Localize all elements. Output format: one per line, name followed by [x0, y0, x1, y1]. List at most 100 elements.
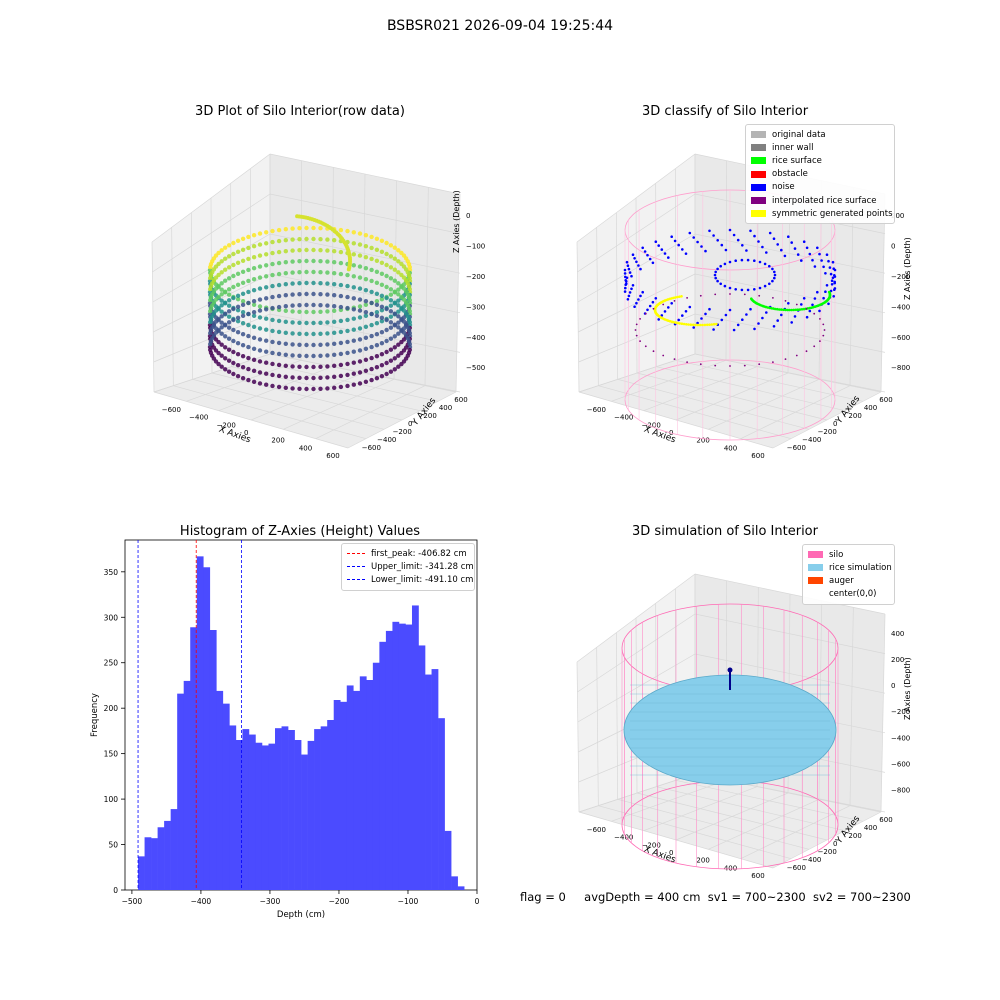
raw-point [297, 303, 302, 308]
center-marker [727, 667, 733, 673]
raw-point [246, 344, 251, 350]
noise-point [829, 289, 833, 293]
raw-point [363, 324, 369, 329]
interpolated-point [758, 363, 761, 366]
y-tick-label: 100 [104, 795, 119, 804]
raw-point [276, 249, 282, 255]
raw-point [345, 228, 350, 234]
raw-point [318, 375, 323, 380]
raw-point [219, 303, 224, 308]
z-tick-label: 0 [466, 212, 470, 220]
raw-point [407, 275, 412, 281]
raw-point [379, 319, 385, 324]
noise-point [625, 282, 628, 285]
raw-point [270, 239, 275, 245]
legend-label: first_peak: -406.82 cm [371, 548, 467, 559]
symmetric-point [682, 322, 686, 326]
raw-point [374, 280, 380, 285]
raw-point [369, 234, 374, 240]
raw-point [219, 292, 224, 297]
interpolated-point [673, 300, 676, 302]
raw-point [384, 371, 389, 377]
y-tick-label: 0 [113, 886, 118, 895]
raw-point [363, 233, 369, 238]
raw-point [290, 386, 295, 391]
noise-point [802, 240, 806, 243]
raw-point [388, 347, 394, 352]
symmetric-point [680, 322, 684, 325]
raw-point [246, 333, 251, 339]
raw-point [264, 316, 269, 321]
raw-point [231, 327, 236, 333]
raw-point [332, 282, 337, 287]
legend-entry: obstacle [751, 168, 889, 181]
raw-point [388, 254, 394, 259]
raw-point [290, 259, 295, 264]
z-tick-label: −200 [466, 273, 485, 281]
legend-label: rice simulation [829, 562, 892, 573]
x-tick-label: 200 [271, 437, 284, 445]
raw-point [283, 308, 288, 313]
noise-point [624, 275, 627, 279]
noise-point [663, 252, 667, 255]
histogram-bar [307, 740, 315, 890]
raw-point [396, 342, 401, 347]
noise-point [830, 283, 834, 286]
raw-point [369, 278, 374, 284]
raw-point [379, 293, 385, 298]
raw-point [318, 320, 323, 325]
y-tick-label: −600 [787, 864, 806, 872]
raw-point [246, 300, 251, 306]
raw-point [283, 385, 288, 390]
x-tick-label: 0 [475, 897, 480, 906]
raw-point [264, 349, 269, 354]
raw-point [240, 258, 246, 263]
raw-point [311, 236, 316, 242]
raw-point [270, 372, 275, 378]
rice-point [802, 307, 806, 311]
raw-point [235, 271, 241, 276]
noise-point [768, 264, 771, 268]
interpolated-point [673, 358, 676, 360]
histogram-bar [196, 556, 204, 890]
raw-point [226, 292, 232, 297]
pane-back [270, 154, 460, 392]
raw-point [231, 371, 236, 377]
raw-point [363, 302, 369, 307]
noise-point [623, 272, 627, 275]
y-tick-label: 0 [408, 420, 412, 428]
rice-point [798, 308, 802, 311]
histogram-ylabel: Frequency [90, 693, 100, 737]
raw-point [219, 314, 224, 319]
raw-point [270, 383, 275, 389]
raw-point [240, 332, 246, 337]
raw-point [338, 362, 344, 368]
noise-point [624, 286, 627, 290]
interpolated-point [686, 297, 688, 299]
raw-point [235, 260, 241, 265]
noise-point [660, 248, 664, 251]
symmetric-point [701, 323, 704, 327]
raw-point [332, 238, 337, 243]
raw-point [257, 304, 263, 309]
raw-point [297, 320, 302, 325]
raw-point [379, 282, 385, 287]
x-tick-label: −400 [191, 897, 212, 906]
interpolated-point [699, 363, 702, 366]
raw-point [379, 238, 385, 243]
raw-point [357, 264, 363, 269]
interpolated-point [662, 303, 665, 306]
raw-point [374, 302, 380, 307]
raw-point [318, 248, 323, 253]
y-tick-label: 50 [108, 841, 118, 850]
histogram-bar [248, 734, 256, 890]
histogram-bar [261, 745, 269, 890]
noise-point [740, 288, 744, 292]
z-tick-label: 200 [891, 212, 904, 220]
raw-point [297, 226, 302, 231]
raw-point [318, 259, 323, 264]
raw-point [351, 230, 356, 235]
noise-point [771, 279, 774, 283]
z-tick-label: −800 [891, 786, 910, 794]
noise-point [832, 267, 835, 270]
